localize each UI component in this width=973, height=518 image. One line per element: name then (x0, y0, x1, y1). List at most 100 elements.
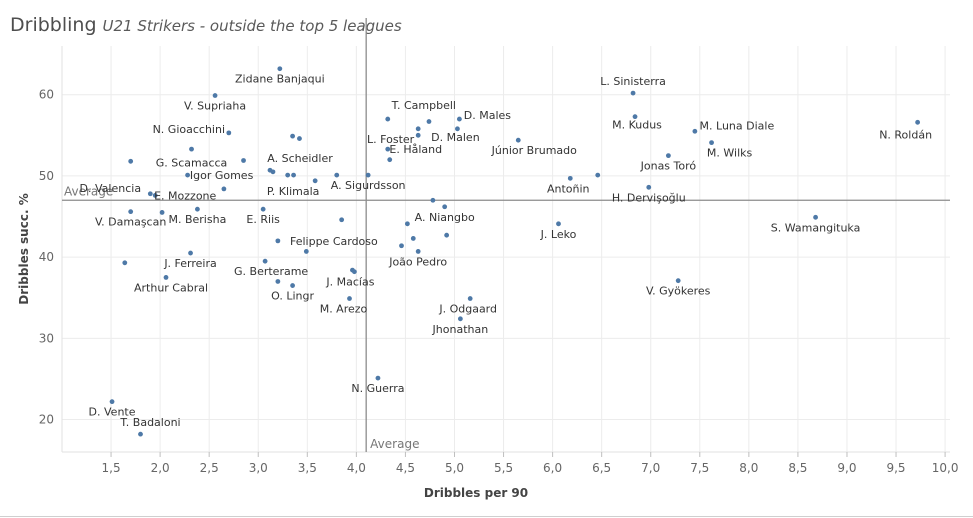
point-label: M. Arezo (320, 303, 368, 316)
data-point (444, 232, 450, 238)
point-label: J. Macías (325, 276, 374, 289)
point-label: N. Gioacchini (153, 123, 225, 136)
data-point (365, 172, 371, 178)
data-point (515, 137, 521, 143)
data-point (632, 114, 638, 120)
point-label: Igor Gomes (190, 169, 254, 182)
data-point (347, 296, 352, 301)
x-tick-label: 7,0 (641, 461, 660, 475)
y-tick-label: 40 (39, 250, 54, 264)
data-point (189, 146, 194, 152)
y-average-label: Average (64, 184, 113, 198)
point-label: E. Håland (389, 143, 442, 156)
point-label: D. Males (464, 109, 512, 122)
data-point (387, 157, 393, 163)
data-point (813, 214, 818, 220)
data-point (410, 236, 416, 241)
x-tick-label: 6,5 (592, 461, 611, 475)
point-label: M. Wilks (707, 147, 753, 160)
data-point (122, 260, 128, 266)
x-tick-label: 8,0 (739, 461, 758, 475)
data-point (241, 158, 246, 163)
data-point (188, 250, 193, 256)
point-label: O. Lingr (271, 290, 314, 303)
point-label: G. Berterame (234, 265, 308, 278)
data-point (159, 210, 165, 215)
x-tick-label: 10,0 (932, 461, 959, 475)
data-point (415, 249, 421, 254)
x-tick-label: 8,5 (788, 461, 807, 475)
y-tick-label: 30 (39, 331, 54, 345)
point-label: M. Berisha (168, 213, 226, 226)
data-point (297, 136, 302, 141)
x-tick-label: 4,0 (347, 461, 366, 475)
x-tick-label: 5,0 (445, 461, 464, 475)
point-label: N. Guerra (351, 382, 404, 395)
data-point (456, 116, 462, 122)
data-point (334, 172, 340, 178)
data-point (138, 431, 143, 437)
point-label: João Pedro (388, 255, 447, 268)
x-tick-label: 2,5 (200, 461, 219, 475)
data-point (147, 191, 153, 197)
x-tick-label: 3,5 (298, 461, 317, 475)
data-point (290, 133, 295, 139)
data-point (385, 116, 391, 122)
data-point (709, 140, 714, 146)
data-point (567, 175, 573, 181)
x-tick-label: 4,5 (396, 461, 415, 475)
data-point (415, 132, 421, 138)
bottom-divider (0, 516, 973, 517)
data-point (291, 172, 296, 178)
data-point (915, 119, 921, 125)
point-label: M. Kudus (612, 119, 662, 132)
point-label: J. Odgaard (438, 303, 497, 316)
data-point (352, 269, 357, 275)
data-point (630, 90, 636, 96)
y-tick-label: 60 (39, 88, 54, 102)
point-label: Arthur Cabral (134, 281, 208, 294)
x-tick-label: 9,5 (886, 461, 905, 475)
data-point (385, 146, 391, 152)
point-label: Felippe Cardoso (290, 235, 378, 248)
title-subtitle: U21 Strikers - outside the top 5 leagues (102, 17, 402, 35)
data-point (455, 126, 460, 132)
point-label: E. Mozzone (154, 189, 216, 202)
point-label: T. Campbell (391, 99, 456, 112)
data-point (277, 66, 283, 72)
point-label: P. Klimala (267, 185, 320, 198)
x-tick-label: 2,0 (151, 461, 170, 475)
x-axis-title: Dribbles per 90 (424, 486, 528, 500)
data-point (163, 275, 169, 280)
point-label: Júnior Brumado (491, 144, 577, 157)
y-axis-title: Dribbles succ. % (17, 193, 31, 304)
point-label: Jonas Toró (640, 160, 697, 173)
data-point (212, 93, 218, 98)
y-tick-label: 20 (39, 413, 54, 427)
data-point (260, 206, 266, 212)
point-label: V. Supriaha (184, 100, 246, 113)
point-label: Antoñin (547, 182, 590, 195)
point-label: N. Roldán (879, 128, 932, 141)
point-label: A. Niangbo (415, 211, 475, 224)
data-point (109, 399, 115, 405)
data-point (692, 128, 698, 134)
data-point (221, 186, 227, 192)
point-label: Zidane Banjaqui (235, 73, 325, 86)
data-point (665, 153, 671, 159)
point-label: J. Leko (540, 228, 577, 241)
data-point (404, 221, 410, 227)
data-point (128, 209, 134, 215)
title-main: Dribbling (10, 14, 97, 36)
point-label: D. Vente (89, 406, 136, 419)
point-label: M. Luna Diale (700, 119, 775, 132)
point-label: S. Wamangituka (771, 221, 861, 234)
data-point (226, 130, 232, 136)
point-label: G. Scamacca (156, 156, 228, 169)
x-tick-label: 6,0 (543, 461, 562, 475)
point-label: V. Damaşcan (95, 216, 166, 229)
point-label: H. Dervişoğlu (612, 191, 686, 204)
point-label: A. Scheidler (267, 152, 333, 165)
data-point (312, 178, 318, 184)
